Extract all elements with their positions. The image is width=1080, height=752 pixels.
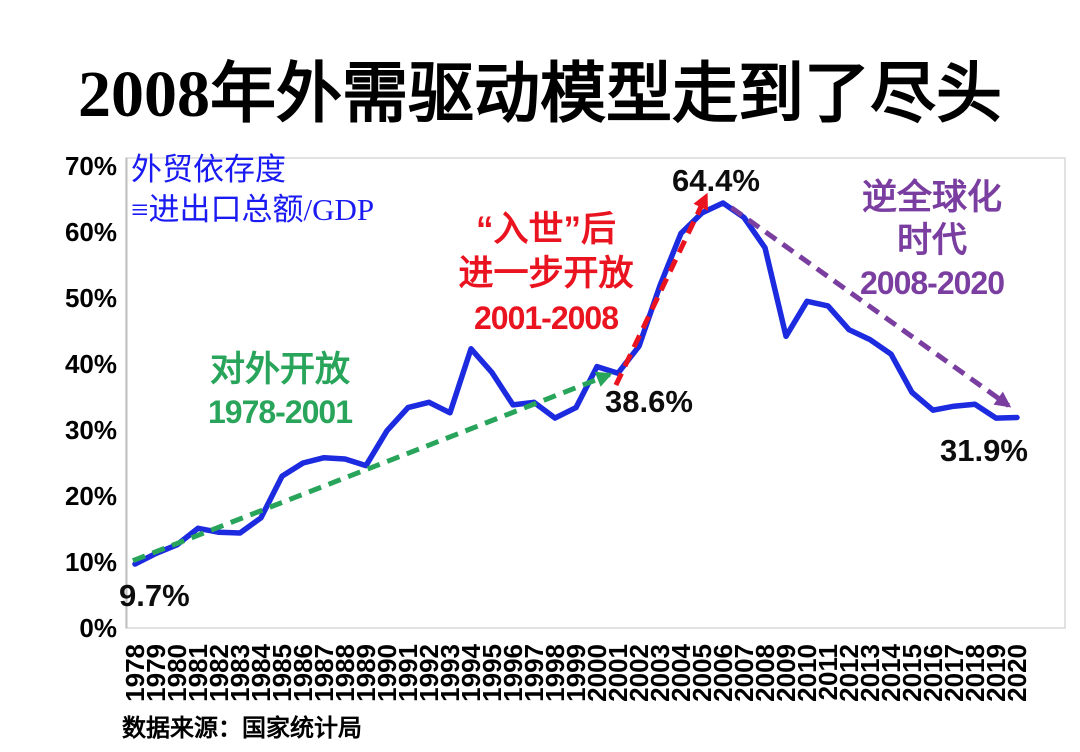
- x-tick-label: 2010: [792, 644, 822, 702]
- x-tick-label: 1981: [183, 644, 213, 702]
- chart-title: 2008年外需驱动模型走到了尽头: [78, 58, 1002, 131]
- y-tick-label: 40%: [65, 349, 117, 379]
- source-note: 数据来源：国家统计局: [122, 716, 362, 742]
- x-tick-label: 1994: [456, 643, 486, 701]
- y-tick-label: 10%: [65, 547, 117, 577]
- x-tick-label: 2009: [771, 644, 801, 702]
- x-axis-labels: 1978197919801981198219831984198519861987…: [120, 643, 1032, 701]
- x-tick-label: 1999: [561, 644, 591, 702]
- x-tick-label: 2003: [645, 644, 675, 702]
- x-tick-label: 2018: [960, 644, 990, 702]
- x-tick-label: 2015: [897, 644, 927, 702]
- x-tick-label: 2019: [981, 644, 1011, 702]
- x-tick-label: 1978: [120, 644, 150, 702]
- wto-line1: “入世”后: [475, 210, 616, 249]
- y-axis-labels: 0% 10% 20% 30% 40% 50% 60% 70%: [65, 151, 117, 643]
- x-tick-label: 2001: [603, 644, 633, 702]
- deglob-years: 2008-2020: [859, 265, 1005, 301]
- x-tick-label: 1984: [246, 643, 276, 701]
- x-tick-label: 2012: [834, 644, 864, 702]
- opening-trend: [131, 371, 613, 564]
- x-tick-label: 1979: [141, 644, 171, 702]
- x-tick-label: 1990: [372, 644, 402, 702]
- x-tick-label: 1982: [204, 644, 234, 702]
- series-line: [132, 200, 1020, 567]
- y-tick-label: 0%: [79, 613, 117, 643]
- metric-line1: 外贸依存度: [131, 152, 286, 187]
- opening-years: 1978-2001: [207, 394, 353, 430]
- metric-annotation: 外贸依存度 ≡进出口总额/GDP: [131, 150, 374, 230]
- x-tick-label: 2002: [624, 644, 654, 702]
- wto-trend: [613, 192, 709, 387]
- x-tick-label: 2017: [939, 644, 969, 702]
- wto-years: 2001-2008: [473, 300, 619, 336]
- x-tick-label: 1997: [519, 644, 549, 702]
- x-tick-label: 1993: [435, 644, 465, 702]
- point-label-2020: 31.9%: [940, 433, 1028, 469]
- x-tick-label: 1989: [351, 644, 381, 702]
- y-tick-label: 20%: [65, 481, 117, 511]
- x-tick-label: 2006: [708, 644, 738, 702]
- x-tick-label: 2008: [750, 644, 780, 702]
- x-tick-label: 2011: [813, 644, 843, 700]
- x-tick-label: 1980: [162, 644, 192, 702]
- y-tick-label: 30%: [65, 415, 117, 445]
- x-tick-label: 2004: [666, 643, 696, 701]
- trend-arrows: [131, 192, 1012, 564]
- opening-line1: 对外开放: [209, 350, 350, 389]
- x-tick-label: 1987: [309, 644, 339, 702]
- deglobalization-annotation: 逆全球化 时代 2008-2020: [812, 176, 1052, 305]
- x-tick-label: 1986: [288, 644, 318, 702]
- deglobalization-trend: [729, 205, 1012, 408]
- y-tick-label: 50%: [65, 283, 117, 313]
- x-tick-label: 1983: [225, 644, 255, 702]
- metric-line2: ≡进出口总额/GDP: [131, 192, 375, 227]
- wto-annotation: “入世”后 进一步开放 2001-2008: [416, 208, 676, 340]
- x-tick-label: 1992: [414, 644, 444, 702]
- x-tick-label: 2013: [855, 644, 885, 702]
- x-tick-label: 1991: [393, 644, 423, 702]
- x-tick-label: 2000: [582, 644, 612, 702]
- x-tick-label: 2007: [729, 644, 759, 702]
- point-label-1978: 9.7%: [119, 577, 190, 613]
- x-tick-label: 2005: [687, 644, 717, 702]
- x-tick-label: 2016: [918, 644, 948, 702]
- deglob-line1: 逆全球化: [861, 178, 1002, 217]
- point-label-2006: 64.4%: [672, 162, 760, 198]
- x-tick-label: 1996: [498, 644, 528, 702]
- x-tick-label: 2014: [876, 643, 906, 701]
- opening-annotation: 对外开放 1978-2001: [160, 348, 400, 434]
- point-label-2001: 38.6%: [605, 384, 693, 420]
- y-tick-label: 70%: [65, 151, 117, 181]
- x-tick-label: 2020: [1002, 644, 1032, 702]
- x-tick-label: 1998: [540, 644, 570, 702]
- x-tick-label: 1985: [267, 644, 297, 702]
- x-tick-label: 1995: [477, 644, 507, 702]
- deglob-line2: 时代: [896, 221, 967, 260]
- wto-line2: 进一步开放: [458, 254, 634, 293]
- x-tick-label: 1988: [330, 644, 360, 702]
- y-tick-label: 60%: [65, 217, 117, 247]
